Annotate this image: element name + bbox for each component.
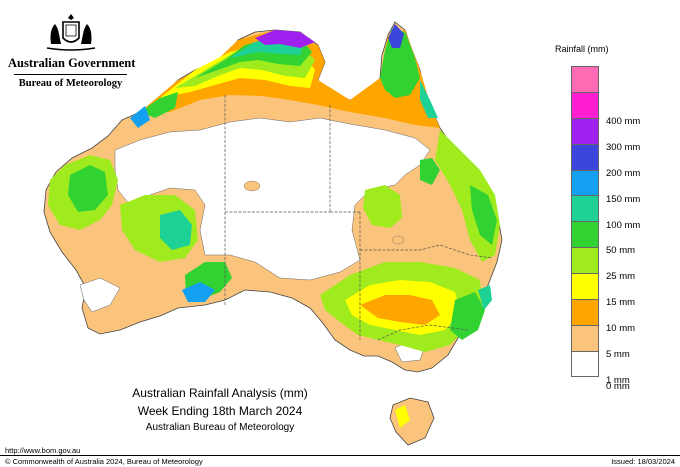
qld-inland-green: [420, 158, 440, 185]
legend-label: 5 mm: [606, 349, 630, 360]
legend-label: 300 mm: [606, 141, 641, 153]
north-blue: [130, 106, 150, 128]
government-logo: Australian Government Bureau of Meteorol…: [8, 10, 136, 89]
legend-swatch: [571, 350, 599, 377]
legend-label: 200 mm: [606, 167, 641, 179]
footer-divider: [0, 455, 680, 456]
legend-swatch: [571, 169, 599, 196]
dry-interior: [114, 117, 431, 281]
qld-inland-lime: [363, 185, 402, 228]
se-coast-teal: [478, 285, 492, 310]
map-title: Australian Rainfall Analysis (mm): [132, 386, 308, 400]
legend-label: 150 mm: [606, 193, 641, 205]
inland-west-teal: [160, 210, 192, 250]
coat-of-arms-icon: [46, 14, 95, 51]
dry-west-coast: [79, 277, 121, 313]
cape-york-blue: [388, 24, 404, 48]
copyright-text: © Commonwealth of Australia 2024, Bureau…: [5, 457, 203, 466]
agency-name: Bureau of Meteorology: [18, 78, 123, 89]
legend-swatch: [571, 324, 599, 351]
cape-york-green: [380, 28, 420, 98]
legend-label: 100 mm: [606, 219, 641, 231]
legend-swatch: [571, 299, 599, 325]
legend-swatch: [571, 143, 599, 170]
legend-label: 25 mm: [606, 271, 636, 283]
cape-york-teal: [420, 80, 438, 118]
nullarbor-west-blue: [182, 282, 215, 302]
legend-label: 1 mm: [606, 374, 630, 386]
qld-coast-green: [470, 185, 497, 245]
legend-swatch: [571, 247, 599, 274]
map-source: Australian Bureau of Meteorology: [145, 422, 295, 433]
legend-label: 15 mm: [606, 297, 636, 309]
tasmania-west-yellow: [395, 405, 410, 428]
legend-label: 10 mm: [606, 323, 636, 335]
issued-date: Issued: 18/03/2024: [611, 457, 675, 466]
se-orange: [360, 295, 440, 325]
legend-swatch: [571, 117, 599, 144]
government-name: Australian Government: [8, 56, 136, 70]
west-kimberley-green: [140, 92, 178, 118]
legend-swatch: [571, 195, 599, 222]
legend: [571, 66, 599, 377]
state-borders: [224, 95, 493, 341]
legend-swatch: [571, 221, 599, 248]
map-period: Week Ending 18th March 2024: [137, 404, 303, 418]
legend-swatch: [571, 66, 599, 92]
legend-label: 400 mm: [606, 115, 641, 127]
legend-title: Rainfall (mm): [555, 44, 609, 54]
website-link[interactable]: http://www.bom.gov.au: [5, 446, 81, 455]
legend-swatch: [571, 273, 599, 300]
logo-divider: [14, 74, 127, 75]
se-green: [450, 292, 485, 340]
west-green: [68, 165, 108, 212]
legend-swatch: [571, 91, 599, 118]
legend-label: 50 mm: [606, 245, 636, 257]
lake-patches: [243, 180, 405, 245]
north-heavy: [255, 30, 315, 48]
legend-label: 0 mm: [606, 380, 630, 392]
